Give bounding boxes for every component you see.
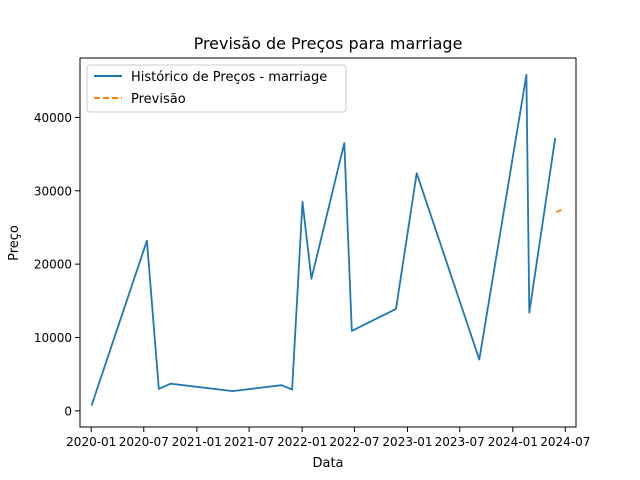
x-tick-label: 2021-07 [224, 435, 274, 449]
series-line-historico [90, 74, 557, 406]
x-tick-label: 2020-07 [119, 435, 169, 449]
x-tick-label: 2024-07 [540, 435, 590, 449]
y-tick-label: 0 [64, 404, 72, 418]
x-axis-ticks: 2020-01 2020-07 2021-01 2021-07 2022-01 2022-… [66, 427, 590, 449]
legend-box [86, 64, 347, 113]
x-tick-label: 2022-01 [277, 435, 327, 449]
chart-title: Previsão de Preços para marriage [194, 34, 463, 53]
y-axis-ticks: 0 10000 20000 30000 40000 [34, 111, 80, 418]
x-axis-label: Data [312, 456, 343, 471]
y-tick-label: 30000 [34, 184, 72, 198]
series-layer [90, 74, 565, 406]
y-tick-label: 10000 [34, 331, 72, 345]
axes-frame [79, 57, 577, 428]
legend-label-historico: Histórico de Preços - marriage [131, 70, 327, 85]
x-tick-label: 2022-07 [329, 435, 379, 449]
series-line-previsao [555, 208, 565, 213]
y-axis-label: Preço [7, 225, 22, 261]
x-tick-label: 2023-07 [435, 435, 485, 449]
legend-label-previsao: Previsão [131, 92, 186, 107]
x-tick-label: 2020-01 [66, 435, 116, 449]
x-tick-label: 2024-01 [488, 435, 538, 449]
legend: Histórico de Preços - marriage Previsão [86, 64, 347, 113]
x-tick-label: 2023-01 [382, 435, 432, 449]
y-tick-label: 20000 [34, 258, 72, 272]
plot-area [90, 74, 565, 406]
y-tick-label: 40000 [34, 111, 72, 125]
x-tick-label: 2021-01 [172, 435, 222, 449]
